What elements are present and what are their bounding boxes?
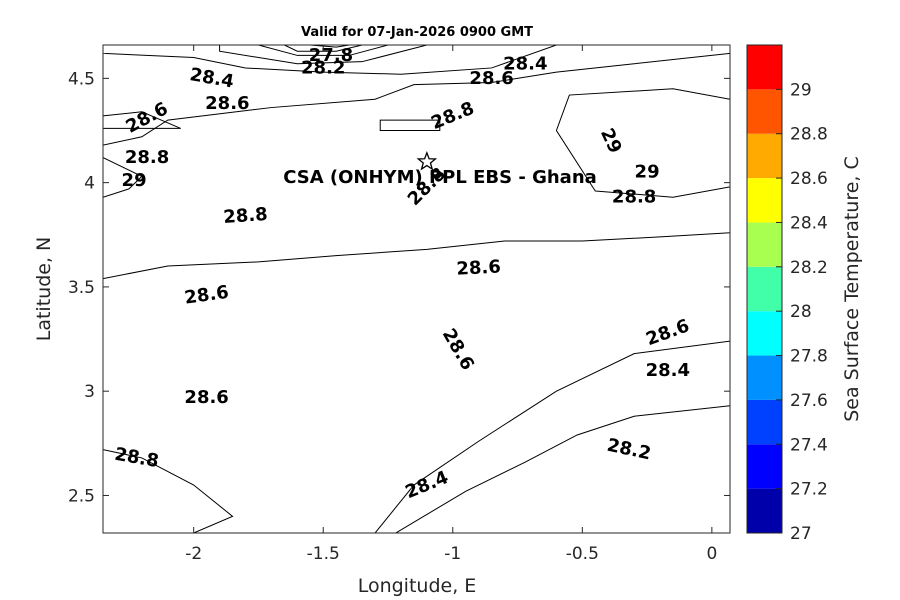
sst-band-4: [103, 111, 181, 129]
contour-label-17: 28.6: [438, 325, 478, 374]
contour-label-layer: 27.828.228.428.428.628.628.6 28.828.82929…: [113, 45, 692, 503]
plot-area: [103, 45, 730, 533]
colorbar-swatch: [747, 178, 782, 223]
x-axis-label: Longitude, E: [358, 575, 477, 597]
y-axis: 2.5 3 3.5 4 4.5: [68, 69, 730, 506]
y-tick-label: 3: [84, 382, 95, 402]
y-axis-label: Latitude, N: [33, 237, 55, 342]
colorbar-swatch: [747, 133, 782, 179]
y-tick-label: 4: [84, 174, 95, 194]
contour-label-14: 28.8: [223, 204, 269, 228]
y-tick-label: 4.5: [68, 69, 95, 89]
contour-label-19: 28.6: [184, 387, 228, 408]
x-axis: -2 -1.5 -1 -0.5 0: [185, 45, 717, 564]
plot-frame: [102, 44, 731, 534]
colorbar-tick-label: 28.6: [790, 169, 828, 189]
land-mask: [103, 45, 194, 54]
y-tick-label: 2.5: [68, 486, 95, 506]
sst-band-11: [258, 45, 389, 56]
sst-band-8: [103, 157, 143, 198]
x-tick-label: -1.5: [307, 544, 340, 564]
sst-band-7: [555, 88, 730, 198]
contour-label-3: 28.4: [503, 53, 547, 74]
contour-label-23: 28.8: [113, 444, 160, 472]
site-label: CSA (ONHYM) PPL EBS - Ghana: [283, 167, 597, 188]
contour-label-15: 28.6: [456, 256, 501, 279]
colorbar: 27 27.2 27.4 27.6 27.8 28 28.2 28.4 28.6 28.8 29: [746, 44, 828, 544]
contour-label-4: 28.6: [469, 68, 513, 89]
colorbar-tick-label: 29: [790, 80, 812, 100]
contour-label-21: 28.4: [402, 467, 451, 503]
colorbar-swatch: [747, 488, 782, 533]
contour-label-1: 28.2: [301, 57, 345, 78]
colorbar-swatch: [747, 89, 782, 134]
contour-label-8: 28.8: [125, 147, 169, 168]
colorbar-tick-label: 28.8: [790, 125, 828, 145]
contour-label-2: 28.4: [188, 64, 235, 92]
colorbar-tick-label: 27: [790, 524, 812, 544]
y-tick-label: 3.5: [68, 278, 95, 298]
site-star-marker: [416, 150, 438, 171]
contour-label-16: 28.6: [183, 282, 230, 309]
contour-label-5: 28.6: [205, 93, 249, 114]
colorbar-tick-label: 28.4: [790, 213, 828, 233]
x-tick-label: 0: [706, 544, 717, 564]
x-tick-label: -2: [185, 544, 202, 564]
sst-band-9: [103, 45, 557, 75]
chart-title: Valid for 07-Jan-2026 0900 GMT: [301, 25, 533, 40]
contour-label-11: 29: [635, 162, 660, 183]
contour-label-12: 28.8: [612, 187, 656, 208]
colorbar-tick-label: 28: [790, 302, 812, 322]
contour-label-18: 28.6: [643, 315, 692, 350]
site-marker-layer: [416, 150, 438, 171]
colorbar-swatch: [747, 222, 782, 267]
sst-band-5: [103, 449, 234, 533]
colorbar-label: Sea Surface Temperature, C: [841, 156, 863, 422]
colorbar-tick-label: 27.4: [790, 435, 828, 455]
colorbar-tick-label: 28.2: [790, 258, 828, 278]
contour-label-10: 29: [596, 125, 626, 157]
contour-label-7: 28.8: [428, 98, 477, 134]
colorbar-tick-label: 27.6: [790, 391, 828, 411]
x-tick-label: -0.5: [566, 544, 599, 564]
sst-band-3: [103, 52, 730, 280]
x-tick-label: -1: [444, 544, 461, 564]
colorbar-swatch: [747, 355, 782, 400]
sst-band-2: [394, 405, 730, 533]
sst-band-1: [374, 340, 730, 533]
contour-label-6: 28.6: [123, 98, 172, 137]
colorbar-frame: [746, 44, 783, 534]
colorbar-swatch: [747, 266, 782, 312]
sst-band-10: [219, 45, 427, 65]
contour-label-22: 28.2: [605, 435, 653, 465]
sst-band-12: [284, 45, 363, 52]
colorbar-tick-label: 27.8: [790, 347, 828, 367]
contour-label-20: 28.4: [646, 360, 690, 381]
colorbar-swatch: [747, 311, 782, 356]
colorbar-tick-label: 27.2: [790, 480, 828, 500]
contour-label-9: 29: [122, 170, 147, 191]
sst-band-6: [379, 119, 441, 132]
colorbar-swatch: [747, 444, 782, 489]
contour-label-0: 27.8: [309, 45, 353, 66]
colorbar-swatch: [747, 399, 782, 445]
colorbar-swatch: [747, 45, 782, 90]
